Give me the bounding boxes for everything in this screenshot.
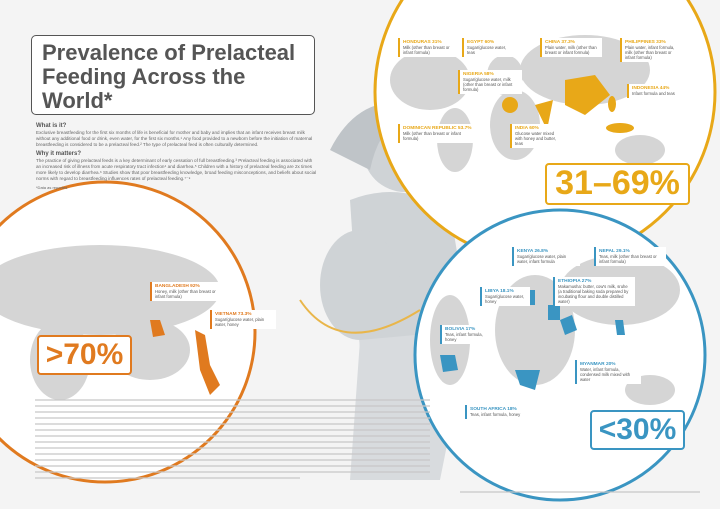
country-name: BOLIVIA 17% — [445, 327, 476, 332]
country-name: NIGERIA 58% — [463, 72, 494, 77]
country-name: KENYA 26.8% — [517, 249, 549, 254]
country-name: INDONESIA 44% — [632, 86, 670, 91]
country-name: EGYPT 60% — [467, 40, 495, 45]
country-label: HONDURAS 31% Milk (other than breast or i… — [398, 38, 460, 57]
country-name: VIETNAM 73.3% — [215, 312, 252, 317]
feed-types: Sugar/glucose water, plain water, infant… — [517, 254, 567, 264]
paragraph: Exclusive breastfeeding for the first si… — [36, 130, 313, 147]
feed-types: Sugar/glucose water, honey — [485, 294, 525, 304]
prevalence-range: <30% — [590, 410, 685, 450]
feed-types: Glucose water mixed with honey and butte… — [515, 131, 556, 146]
country-label: NEPAL 29.1% Teas, milk (other than breast… — [594, 247, 666, 266]
country-name: ETHIOPIA 27% — [558, 279, 592, 284]
country-label: CHINA 37.3% Plain water, milk (other than… — [540, 38, 602, 57]
references — [35, 399, 700, 493]
feed-types: Sugar/glucose water, teas — [467, 45, 507, 55]
intro: What is it? Exclusive breastfeeding for … — [36, 120, 318, 191]
country-label: SOUTH AFRICA 18% Teas, infant formula, ho… — [465, 405, 527, 419]
country-label: ETHIOPIA 27% Makamusha: butter, cow's mil… — [553, 277, 635, 306]
country-name: NEPAL 29.1% — [599, 249, 630, 254]
heading: Why it matters? — [36, 151, 82, 157]
country-label: BOLIVIA 17% Teas, infant formula, honey — [440, 325, 486, 344]
country-name: HONDURAS 31% — [403, 40, 442, 45]
feed-types: Sugar/glucose water, plain water, honey — [215, 317, 265, 327]
title-box: Prevalence of Prelacteal Feeding Across … — [31, 35, 315, 115]
feed-types: Teas, infant formula, honey — [445, 332, 483, 342]
title: Prevalence of Prelacteal Feeding Across … — [42, 40, 296, 113]
feed-types: Makamusha: butter, cow's milk, sruhe (a … — [558, 284, 629, 304]
country-label: NIGERIA 58% Sugar/glucose water, milk (ot… — [458, 70, 522, 94]
country-name: SOUTH AFRICA 18% — [470, 407, 517, 412]
country-name: DOMINICAN REPUBLIC 53.7% — [403, 126, 472, 131]
heading: What is it? — [36, 123, 67, 129]
country-label: EGYPT 60% Sugar/glucose water, teas — [462, 38, 518, 57]
feed-types: Sugar/glucose water, milk (other than br… — [463, 77, 513, 92]
country-name: LIBYA 18.1% — [485, 289, 514, 294]
country-name: BANGLADESH 92% — [155, 284, 200, 289]
country-name: CHINA 37.3% — [545, 40, 575, 45]
country-label: MYANMAR 20% Water, infant formula, conden… — [575, 360, 641, 384]
country-label: INDONESIA 44% Infant formula and teas — [627, 84, 685, 98]
country-label: PHILIPPINES 33% Plain water, infant formu… — [620, 38, 684, 62]
feed-types: Infant formula and teas — [632, 91, 675, 96]
feed-types: Plain water, infant formula, milk (other… — [625, 45, 675, 60]
note: *Data as reported — [36, 185, 68, 190]
country-label: DOMINICAN REPUBLIC 53.7% Milk (other than… — [398, 124, 478, 143]
feed-types: Plain water, milk (other than breast or … — [545, 45, 597, 55]
feed-types: Water, infant formula, condensed milk mi… — [580, 367, 631, 382]
country-name: PHILIPPINES 33% — [625, 40, 666, 45]
country-name: INDIA 60% — [515, 126, 539, 131]
prevalence-range: 31–69% — [545, 163, 690, 205]
prevalence-range: >70% — [37, 335, 132, 375]
country-name: MYANMAR 20% — [580, 362, 616, 367]
country-label: BANGLADESH 92% Honey, milk (other than br… — [150, 282, 222, 301]
country-label: LIBYA 18.1% Sugar/glucose water, honey — [480, 287, 530, 306]
feed-types: Honey, milk (other than breast or infant… — [155, 289, 216, 299]
feed-types: Teas, infant formula, honey — [470, 412, 521, 417]
country-label: KENYA 26.8% Sugar/glucose water, plain wa… — [512, 247, 580, 266]
feed-types: Milk (other than breast or infant formul… — [403, 45, 450, 55]
paragraph: The practice of giving prelacteal feeds … — [36, 158, 317, 181]
country-label: VIETNAM 73.3% Sugar/glucose water, plain … — [210, 310, 276, 329]
feed-types: Milk (other than breast or infant formul… — [403, 131, 461, 141]
feed-types: Teas, milk (other than breast or infant … — [599, 254, 657, 264]
country-label: INDIA 60% Glucose water mixed with honey … — [510, 124, 562, 148]
